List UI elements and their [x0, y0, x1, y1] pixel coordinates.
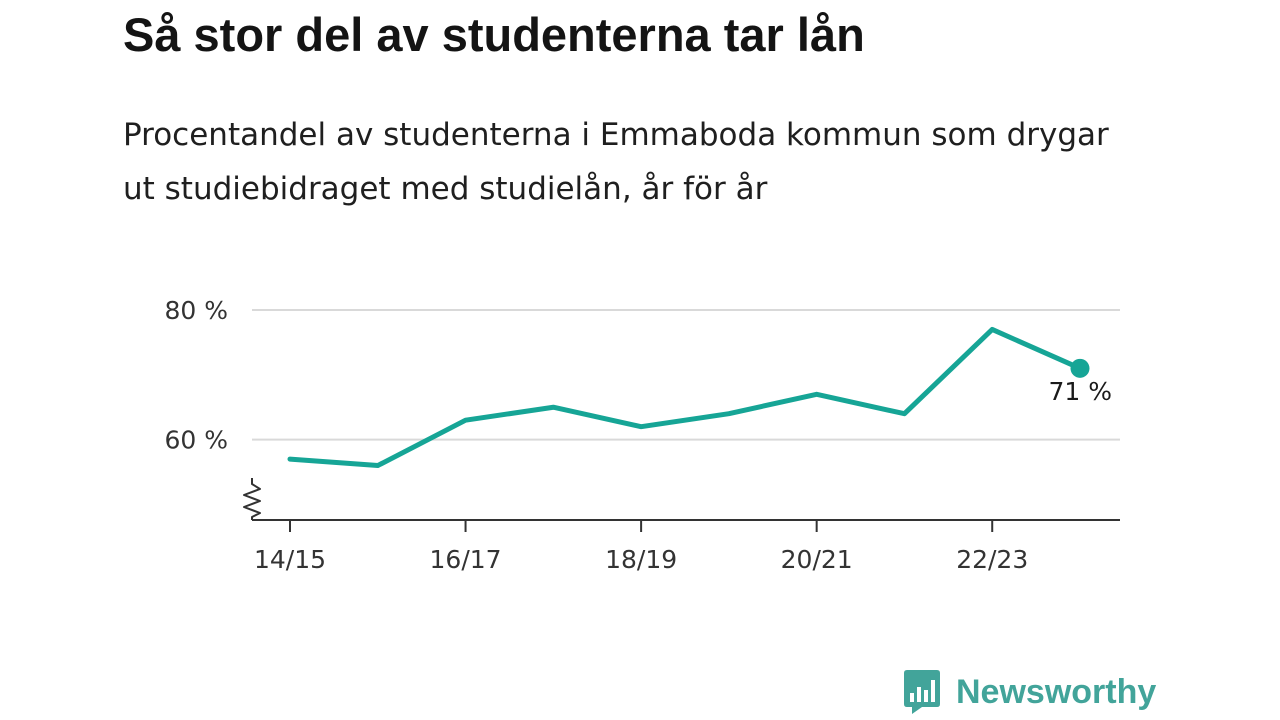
- chart-subtitle: Procentandel av studenterna i Emmaboda k…: [123, 117, 1109, 207]
- last-value-label: 71 %: [1048, 377, 1112, 406]
- x-tick-label: 20/21: [781, 545, 853, 574]
- brand-logo: Newsworthy: [902, 668, 1156, 716]
- brand-name: Newsworthy: [956, 673, 1157, 711]
- x-tick-label: 22/23: [956, 545, 1028, 574]
- x-tick-label: 14/15: [254, 545, 326, 574]
- x-tick-label: 16/17: [430, 545, 502, 574]
- y-axis-break-icon: [243, 478, 261, 520]
- chart-title: Så stor del av studenterna tar lån: [123, 8, 865, 61]
- bar-chart-icon: [904, 670, 940, 714]
- y-tick-label: 60 %: [164, 426, 228, 455]
- x-tick-label: 18/19: [605, 545, 677, 574]
- y-tick-label: 80 %: [164, 296, 228, 325]
- last-point-marker: [1070, 358, 1090, 378]
- series-line: [287, 326, 1083, 469]
